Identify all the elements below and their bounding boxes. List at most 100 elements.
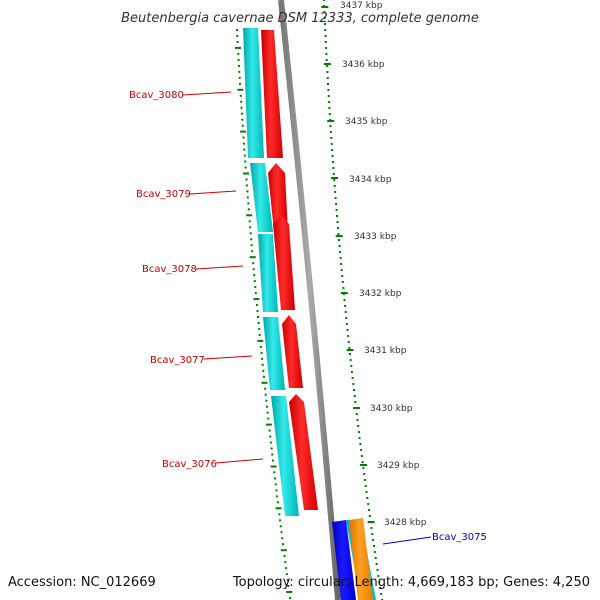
ruler-dot	[323, 0, 325, 1]
ruler-dot	[324, 23, 326, 25]
ruler-dot	[346, 329, 349, 331]
ruler-dot	[244, 160, 247, 163]
ruler-dot	[287, 585, 290, 587]
ruler-dot	[364, 485, 367, 487]
major-tick	[353, 407, 360, 409]
ruler-dot	[339, 257, 342, 259]
accession-text: Accession: NC_012669	[8, 575, 156, 590]
gene-track-segment	[258, 234, 278, 312]
ruler-dot	[370, 527, 373, 529]
ruler-dot	[332, 167, 335, 169]
gene-label-bcav-3076[interactable]: Bcav_3076	[162, 459, 217, 470]
ruler-dot	[236, 29, 238, 31]
ruler-dot	[349, 353, 351, 355]
ruler-dot	[361, 461, 364, 463]
ruler-dot	[254, 292, 257, 295]
tick-label: 3429 kbp	[377, 461, 420, 471]
gene-label-bcav-3079[interactable]: Bcav_3079	[136, 189, 191, 200]
ruler-dot	[241, 124, 244, 127]
ruler-dot	[348, 347, 351, 349]
major-tick	[346, 349, 354, 351]
ruler-dot	[325, 59, 328, 61]
ruler-dot	[262, 369, 265, 372]
ruler-dot	[378, 581, 381, 583]
ruler-dot	[261, 357, 264, 360]
ruler-dot	[239, 82, 241, 85]
ruler-dot	[282, 543, 284, 546]
gene-track-segment	[243, 28, 264, 158]
gene-leader-line	[182, 91, 232, 96]
ruler-dot	[337, 233, 340, 235]
ruler-dot	[349, 359, 352, 361]
ruler-dot	[365, 491, 368, 493]
ruler-dot	[334, 197, 337, 199]
ruler-dot	[355, 413, 358, 415]
ruler-dot	[334, 191, 337, 193]
gene-label-bcav-3080[interactable]: Bcav_3080	[129, 90, 184, 101]
ruler-dot	[353, 389, 355, 391]
gc-skew-dash	[257, 339, 264, 342]
outer-dotted-ruler	[321, 0, 383, 600]
gene-leader-line	[195, 265, 244, 270]
ruler-dot	[284, 561, 287, 564]
major-tick	[323, 63, 331, 65]
ruler-dot	[251, 250, 254, 253]
ruler-dot	[372, 539, 375, 541]
cds-arrow	[273, 215, 295, 310]
ruler-dot	[325, 53, 328, 55]
ruler-dot	[271, 453, 274, 456]
ruler-dot	[339, 251, 342, 253]
ruler-dot	[357, 425, 360, 427]
ruler-dot	[332, 173, 335, 175]
ruler-dot	[326, 65, 329, 67]
cds-arrow	[282, 315, 303, 388]
ruler-dot	[258, 333, 261, 336]
ruler-dot	[353, 395, 356, 397]
gene-label-bcav-3078[interactable]: Bcav_3078	[142, 264, 197, 275]
ruler-dot	[269, 441, 272, 444]
ruler-dot	[278, 513, 281, 516]
ruler-dot	[240, 112, 243, 115]
ruler-dot	[238, 64, 240, 67]
ruler-dot	[252, 262, 255, 265]
ruler-dot	[341, 281, 344, 283]
ruler-dot	[356, 419, 359, 421]
ruler-dot	[237, 58, 240, 61]
inner-dotted-ruler	[235, 29, 293, 599]
ruler-dot	[328, 101, 331, 103]
ruler-dot	[266, 411, 269, 414]
ruler-dot	[325, 47, 328, 49]
ruler-dot	[250, 244, 253, 247]
major-tick	[331, 177, 339, 179]
ruler-dot	[379, 587, 382, 589]
tick-label: 3437 kbp	[340, 1, 383, 11]
gene-label-bcav-3075[interactable]: Bcav_3075	[432, 532, 487, 543]
ruler-dot	[374, 557, 377, 559]
gene-label-bcav-3077[interactable]: Bcav_3077	[150, 355, 205, 366]
gene-track-segment	[271, 396, 299, 516]
ruler-dot	[368, 515, 371, 517]
ruler-dot	[326, 77, 329, 79]
ruler-dot	[357, 431, 360, 433]
ruler-dot	[324, 41, 327, 43]
ruler-dot	[331, 155, 334, 157]
ruler-dot	[323, 17, 326, 19]
ruler-dot	[344, 305, 347, 307]
ruler-dot	[257, 322, 260, 324]
ruler-dot	[338, 245, 341, 247]
ruler-dot	[279, 525, 282, 528]
cds-reverse-blue	[332, 520, 356, 600]
ruler-dot	[373, 545, 375, 547]
ruler-dot	[359, 443, 362, 445]
ruler-dot	[256, 310, 259, 312]
ruler-dot	[265, 399, 268, 402]
ruler-dot	[330, 137, 333, 139]
gc-skew-dash	[240, 130, 247, 133]
ruler-dot	[248, 220, 251, 223]
tick-label: 3430 kbp	[370, 404, 413, 414]
ruler-dot	[253, 280, 256, 283]
scale-labels: 3437 kbp 3436 kbp 3435 kbp 3434 kbp 3433…	[340, 1, 427, 528]
tick-label: 3436 kbp	[342, 60, 385, 70]
ruler-dot	[327, 89, 330, 91]
